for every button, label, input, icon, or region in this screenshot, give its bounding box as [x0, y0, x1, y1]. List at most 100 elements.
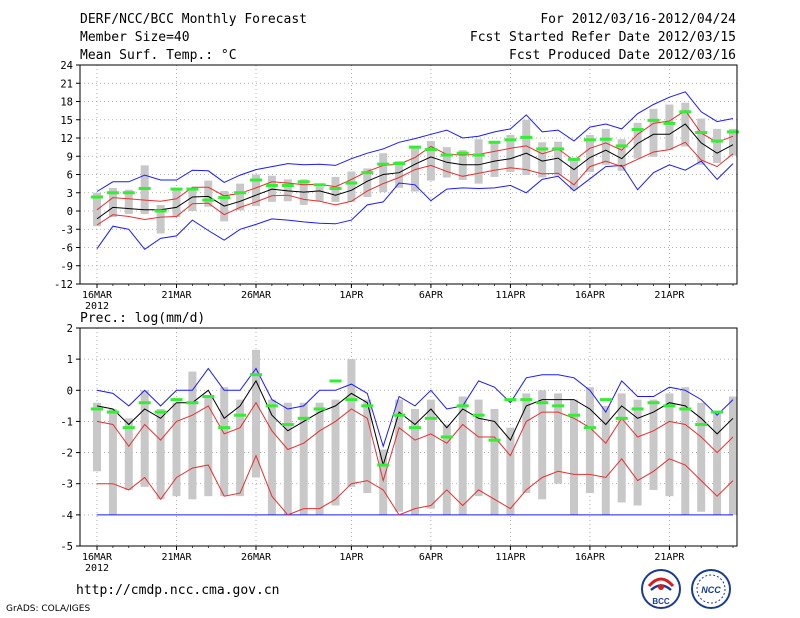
observation-marker: [504, 138, 517, 142]
ensemble-box: [236, 399, 245, 497]
ensemble-box: [124, 418, 133, 490]
header-period: For 2012/03/16-2012/04/24: [540, 12, 736, 27]
ensemble-box: [649, 399, 658, 490]
ensemble-box: [522, 119, 531, 176]
observation-marker: [297, 416, 310, 420]
observation-marker: [615, 416, 628, 420]
plot-frame: [79, 64, 738, 285]
ensemble-box: [188, 371, 197, 500]
observation-marker: [663, 404, 676, 408]
x-tick-year-label: 2012: [85, 563, 109, 574]
x-tick-year-label: 2012: [85, 301, 109, 312]
ensemble-box: [395, 399, 404, 512]
observation-marker: [345, 181, 358, 185]
ensemble-box: [633, 399, 642, 506]
y-tick-label: -1: [60, 416, 73, 428]
ensemble-box: [649, 108, 658, 157]
observation-marker: [202, 395, 215, 399]
observation-marker: [313, 183, 326, 187]
ensemble-box: [522, 393, 531, 494]
ensemble-box: [585, 134, 594, 173]
series-line-mean: [96, 123, 734, 220]
ensemble-box: [204, 180, 213, 207]
ensemble-box: [252, 174, 260, 207]
header-start-date: Fcst Started Refer Date 2012/03/15: [469, 30, 736, 45]
ensemble-box: [633, 122, 642, 159]
source-url[interactable]: http://cmdp.ncc.cma.gov.cn: [76, 583, 280, 598]
y-tick-label: -3: [60, 479, 73, 491]
y-tick-label: 3: [67, 188, 73, 200]
y-tick-label: -12: [54, 279, 73, 291]
ensemble-box: [729, 396, 737, 515]
observation-marker: [361, 404, 374, 408]
ensemble-box: [172, 187, 181, 218]
observation-marker: [520, 135, 533, 139]
observation-marker: [409, 426, 421, 430]
bcc-logo-text: BCC: [652, 597, 670, 606]
ncc-logo: NCC: [691, 569, 731, 609]
ensemble-box: [538, 142, 547, 178]
ensemble-box: [585, 387, 594, 494]
observation-marker: [424, 416, 437, 420]
observation-marker: [520, 398, 533, 402]
ensemble-box: [426, 399, 435, 509]
x-tick-label: 11APR: [495, 552, 526, 563]
x-tick-label: 21MAR: [161, 552, 192, 563]
observation-marker: [361, 171, 374, 175]
ensemble-box: [665, 393, 674, 497]
observation-marker: [265, 183, 278, 187]
ensemble-box: [188, 189, 197, 211]
observation-marker: [472, 413, 485, 417]
ensemble-box: [665, 104, 674, 151]
ensemble-box: [538, 390, 547, 500]
header-variable: Mean Surf. Temp.: °C: [80, 48, 237, 63]
observation-marker: [186, 187, 199, 191]
ensemble-box: [363, 168, 372, 198]
ensemble-box: [411, 408, 419, 515]
x-tick-label: 26MAR: [241, 552, 272, 563]
x-tick-label: 26MAR: [241, 290, 272, 301]
observation-marker: [265, 404, 278, 408]
ensemble-box: [283, 179, 292, 202]
series-line-lower-pct: [97, 454, 734, 516]
observation-marker: [202, 198, 215, 202]
observation-marker: [679, 110, 692, 114]
ensemble-box: [252, 349, 260, 478]
y-tick-label: 12: [60, 133, 73, 145]
observation-marker: [106, 410, 119, 414]
ensemble-box: [204, 396, 213, 497]
series-line-lower-pct: [96, 141, 734, 226]
y-tick-label: 0: [67, 206, 73, 218]
observation-marker: [456, 151, 469, 155]
ensemble-box: [729, 128, 737, 156]
y-tick-label: -4: [60, 510, 73, 522]
y-tick-label: -9: [60, 261, 73, 273]
observation-marker: [234, 191, 247, 195]
ensemble-box: [124, 189, 133, 215]
ensemble-box: [299, 402, 308, 515]
ensemble-box: [347, 171, 356, 202]
ensemble-box: [442, 424, 451, 515]
observation-marker: [568, 413, 580, 417]
ensemble-box: [220, 387, 229, 497]
x-tick-label: 16MAR: [82, 552, 113, 563]
ensemble-box: [426, 141, 435, 181]
observation-marker: [393, 162, 406, 166]
ensemble-box: [697, 118, 706, 165]
ensemble-box: [315, 186, 324, 202]
observation-marker: [122, 191, 135, 195]
header-member-size: Member Size=40: [80, 30, 190, 45]
observation-marker: [456, 404, 469, 408]
observation-marker: [647, 401, 660, 405]
ensemble-box: [506, 427, 515, 515]
ensemble-box: [490, 141, 499, 177]
observation-marker: [504, 398, 517, 402]
ensemble-box: [331, 399, 340, 506]
observation-marker: [552, 147, 565, 151]
observation-marker: [377, 463, 390, 467]
ensemble-box: [172, 402, 181, 497]
ensemble-box: [474, 399, 483, 497]
ensemble-box: [697, 402, 706, 512]
